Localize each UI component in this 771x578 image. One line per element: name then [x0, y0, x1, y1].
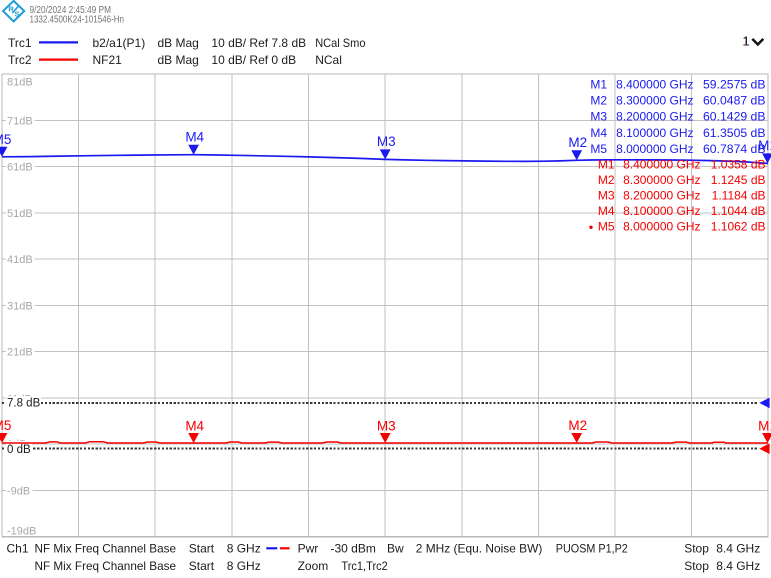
svg-text:Zoom: Zoom [298, 559, 329, 573]
svg-text:60.7874 dB: 60.7874 dB [703, 142, 766, 156]
svg-text:M3: M3 [377, 418, 396, 433]
svg-text:Stop: Stop [684, 559, 709, 573]
svg-text:1.1062 dB: 1.1062 dB [711, 220, 766, 234]
svg-text:M2: M2 [590, 93, 607, 107]
svg-text:Trc1: Trc1 [8, 36, 32, 50]
svg-text:21dB: 21dB [7, 347, 33, 359]
svg-text:8.400000 GHz: 8.400000 GHz [616, 77, 693, 91]
svg-text:8 GHz: 8 GHz [227, 559, 261, 573]
svg-text:Stop: Stop [684, 542, 709, 556]
svg-text:-30 dBm: -30 dBm [331, 542, 376, 556]
svg-text:M4: M4 [598, 204, 615, 218]
svg-text:-9dB: -9dB [7, 485, 30, 497]
svg-text:41dB: 41dB [7, 254, 33, 266]
svg-text:NF Mix Freq Channel Base: NF Mix Freq Channel Base [35, 559, 177, 573]
svg-text:8.200000 GHz: 8.200000 GHz [616, 110, 693, 124]
svg-text:51dB: 51dB [7, 208, 33, 220]
svg-text:2 MHz (Equ. Noise BW): 2 MHz (Equ. Noise BW) [416, 542, 543, 556]
svg-text:M3: M3 [377, 134, 396, 149]
svg-text:8.000000 GHz: 8.000000 GHz [623, 220, 700, 234]
svg-text:0 dB: 0 dB [7, 444, 31, 456]
svg-text:8.400000 GHz: 8.400000 GHz [623, 158, 700, 172]
svg-text:1.1184 dB: 1.1184 dB [712, 189, 766, 203]
svg-text:M5: M5 [598, 220, 615, 234]
svg-text:9/20/2024 2:45:49 PM: 9/20/2024 2:45:49 PM [30, 5, 112, 16]
svg-text:59.2575 dB: 59.2575 dB [703, 77, 766, 91]
svg-text:M2: M2 [598, 173, 615, 187]
svg-text:10 dB/ Ref 0 dB: 10 dB/ Ref 0 dB [211, 53, 296, 67]
svg-text:1332.4500K24-101546-Hn: 1332.4500K24-101546-Hn [30, 15, 125, 26]
svg-text:60.0487 dB: 60.0487 dB [703, 93, 766, 107]
svg-text:1: 1 [742, 34, 749, 48]
svg-text:Start: Start [189, 542, 215, 556]
svg-text:NF Mix Freq Channel Base: NF Mix Freq Channel Base [35, 542, 177, 556]
svg-text:8 GHz: 8 GHz [227, 542, 261, 556]
svg-text:Start: Start [189, 559, 215, 573]
svg-text:7.8 dB: 7.8 dB [7, 398, 41, 410]
svg-text:31dB: 31dB [7, 300, 33, 312]
svg-text:Pwr: Pwr [298, 542, 319, 556]
svg-text:PUOSM P1,P2: PUOSM P1,P2 [556, 542, 628, 556]
svg-text:8.100000 GHz: 8.100000 GHz [616, 126, 693, 140]
svg-text:dB Mag: dB Mag [158, 36, 199, 50]
svg-text:8.4 GHz: 8.4 GHz [716, 542, 760, 556]
svg-text:8.100000 GHz: 8.100000 GHz [623, 204, 700, 218]
svg-text:NCal: NCal [315, 53, 342, 67]
svg-text:M4: M4 [590, 126, 607, 140]
svg-text:Ch1: Ch1 [7, 542, 29, 556]
svg-text:81dB: 81dB [7, 76, 33, 88]
svg-text:Trc1,Trc2: Trc1,Trc2 [341, 559, 388, 573]
svg-text:Trc2: Trc2 [8, 53, 32, 67]
svg-text:8.300000 GHz: 8.300000 GHz [616, 93, 693, 107]
svg-text:M5: M5 [0, 132, 11, 147]
svg-text:S: S [15, 9, 20, 18]
svg-text:60.1429 dB: 60.1429 dB [703, 110, 766, 124]
svg-text:1: 1 [743, 34, 750, 48]
svg-text:8.4 GHz: 8.4 GHz [716, 559, 760, 573]
svg-text:M1: M1 [758, 138, 771, 153]
svg-text:-19dB: -19dB [7, 526, 36, 538]
svg-text:M1: M1 [598, 158, 615, 172]
svg-text:8.200000 GHz: 8.200000 GHz [623, 189, 700, 203]
svg-text:1.1044 dB: 1.1044 dB [711, 204, 766, 218]
svg-text:b2/a1(P1): b2/a1(P1) [93, 36, 146, 50]
svg-text:M4: M4 [185, 418, 204, 433]
svg-text:M2: M2 [568, 135, 587, 150]
svg-text:M5: M5 [590, 142, 607, 156]
svg-text:M1: M1 [590, 77, 607, 91]
svg-text:10 dB/ Ref 7.8 dB: 10 dB/ Ref 7.8 dB [211, 36, 306, 50]
svg-text:71dB: 71dB [7, 115, 33, 127]
svg-text:M3: M3 [590, 110, 607, 124]
svg-text:8.300000 GHz: 8.300000 GHz [623, 173, 700, 187]
svg-text:M5: M5 [0, 418, 11, 433]
svg-text:1.1245 dB: 1.1245 dB [711, 173, 766, 187]
svg-text:M4: M4 [185, 129, 204, 144]
svg-text:1.0358 dB: 1.0358 dB [711, 158, 766, 172]
svg-text:M1: M1 [758, 418, 771, 433]
svg-text:NF21: NF21 [93, 53, 123, 67]
svg-text:8.000000 GHz: 8.000000 GHz [616, 142, 693, 156]
svg-text:NCal Smo: NCal Smo [315, 36, 366, 50]
svg-text:61dB: 61dB [7, 162, 33, 174]
svg-text:Bw: Bw [387, 542, 404, 556]
svg-text:M3: M3 [598, 189, 615, 203]
svg-text:dB Mag: dB Mag [158, 53, 199, 67]
svg-text:R: R [8, 4, 14, 13]
svg-text:61.3505 dB: 61.3505 dB [703, 126, 766, 140]
svg-text:M2: M2 [568, 418, 587, 433]
